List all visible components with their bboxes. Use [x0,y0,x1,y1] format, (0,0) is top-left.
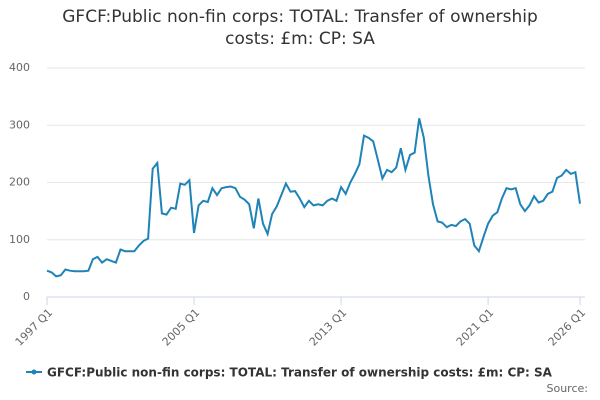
y-tick-label: 0 [23,290,30,303]
x-tick-label: 2005 Q1 [160,306,203,349]
y-tick-label: 200 [9,176,30,189]
source: Source: [547,382,589,395]
chart-title: GFCF:Public non-fin corps: TOTAL: Transf… [62,7,538,49]
legend-marker [31,369,37,375]
series-line [46,118,581,278]
y-tick-label: 300 [9,118,30,131]
y-tick-label: 400 [9,61,30,74]
x-tick-label: 2013 Q1 [307,306,350,349]
x-tick-label: 1997 Q1 [13,306,56,349]
y-tick-label: 100 [9,233,30,246]
x-tick-label: 2021 Q1 [454,306,497,349]
x-tick-label: 2026 Q1 [546,306,589,349]
legend-label: GFCF:Public non-fin corps: TOTAL: Transf… [47,366,553,380]
